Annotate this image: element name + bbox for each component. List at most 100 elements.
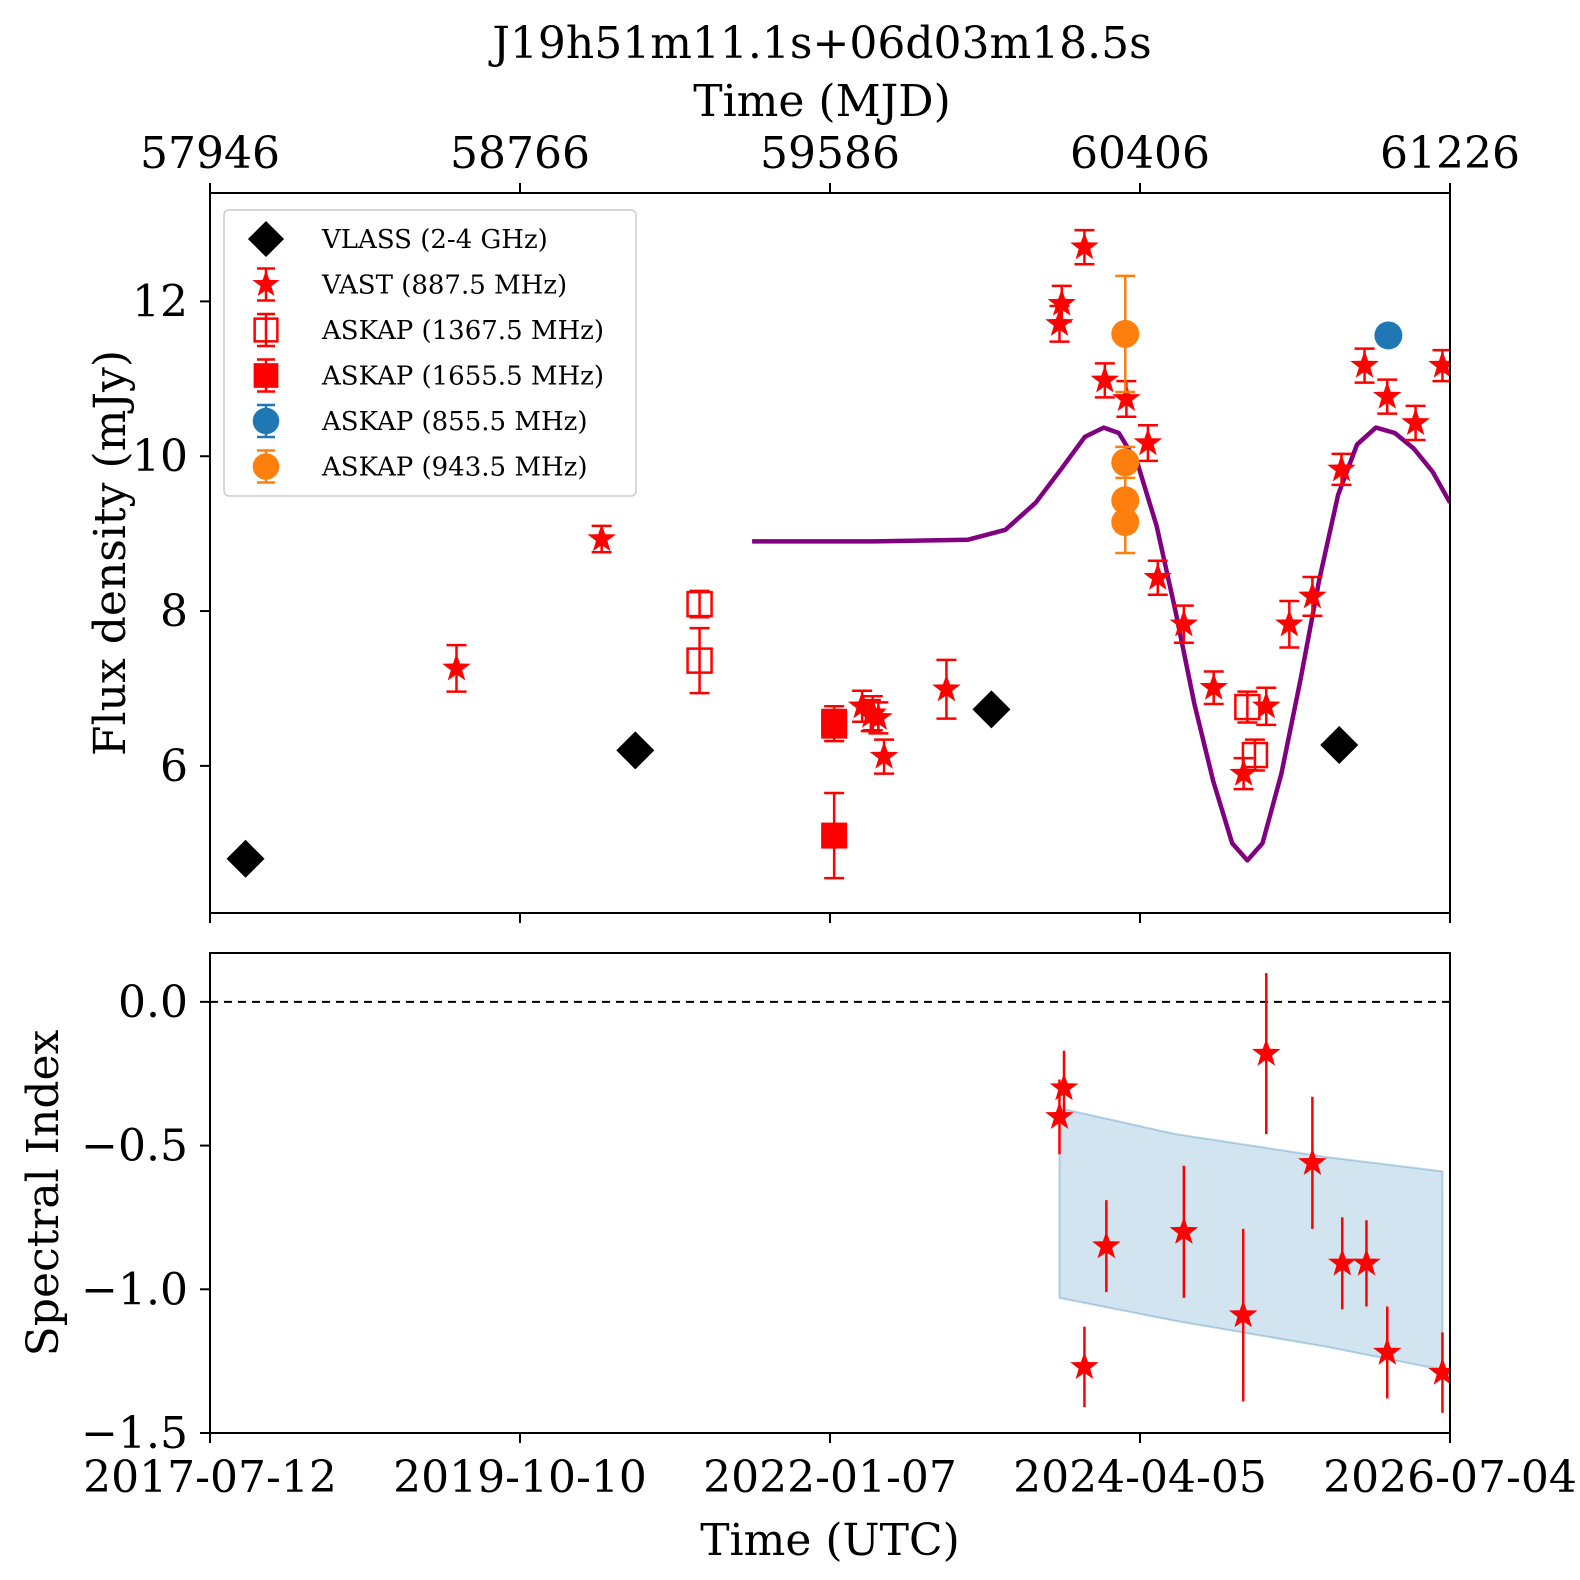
legend: VLASS (2-4 GHz) VAST (887.5 MHz) ASKAP (13… (223, 209, 637, 497)
spectral-y-tick-label-3: −1.5 (81, 1408, 188, 1459)
spectral-marker-7 (1298, 1147, 1327, 1175)
spectral-marker-1 (1049, 1073, 1079, 1101)
legend-entry-5: ASKAP (943.5 MHz) (252, 449, 587, 484)
top-x-tick-label-4: 61226 (1380, 128, 1520, 179)
marker-0-2 (972, 690, 1011, 729)
bottom-x-tick-label-0: 2017-07-12 (83, 1452, 337, 1503)
legend-label-0: VLASS (2-4 GHz) (321, 225, 548, 255)
legend-label-1: VAST (887.5 MHz) (321, 271, 567, 301)
marker-1-15 (1169, 609, 1199, 637)
marker-1-21 (1327, 454, 1356, 482)
spectral-marker-3 (1092, 1231, 1121, 1259)
marker-1-6 (869, 741, 899, 769)
legend-marker-1 (252, 270, 280, 296)
marker-1-20 (1298, 581, 1327, 609)
marker-0-1 (616, 731, 655, 770)
marker-1-2 (847, 691, 877, 719)
marker-1-7 (932, 674, 961, 702)
bottom-x-tick-label-3: 2024-04-05 (1013, 1452, 1267, 1503)
series-4 (1374, 321, 1403, 350)
marker-5-0 (1111, 319, 1140, 348)
bottom-x-tick-label-1: 2019-10-10 (393, 1452, 647, 1503)
series-1 (442, 228, 1450, 791)
spectral-series-0 (1045, 973, 1450, 1413)
legend-marker-5 (252, 453, 280, 480)
marker-1-16 (1199, 672, 1228, 700)
marker-1-23 (1373, 381, 1402, 409)
bottom-x-axis-label: Time (UTC) (700, 1515, 960, 1566)
model-curve (752, 425, 1450, 863)
legend-entry-4: ASKAP (855.5 MHz) (252, 403, 587, 439)
marker-1-25 (1428, 350, 1450, 378)
legend-entry-2: ASKAP (1367.5 MHz) (253, 312, 604, 348)
spectral-marker-11 (1428, 1357, 1450, 1385)
marker-0-3 (1320, 726, 1359, 764)
spectral-y-tick-label-0: 0.0 (118, 977, 188, 1028)
marker-1-19 (1275, 609, 1304, 637)
flux-y-tick-label-0: 6 (160, 741, 188, 792)
marker-3-1 (821, 712, 848, 739)
series-5 (1111, 274, 1140, 555)
marker-1-13 (1133, 428, 1163, 456)
top-x-tick-label-2: 59586 (760, 128, 900, 179)
marker-0-0 (226, 839, 265, 878)
legend-marker-2 (253, 317, 279, 343)
marker-2-1 (686, 647, 713, 674)
top-x-tick-label-3: 60406 (1070, 128, 1210, 179)
spectral-marker-4 (1169, 1216, 1199, 1244)
top-x-tick-label-0: 57946 (140, 128, 280, 179)
spectral-marker-9 (1352, 1248, 1381, 1276)
spectral-marker-0 (1045, 1101, 1074, 1129)
legend-entry-0: VLASS (2-4 GHz) (247, 220, 548, 258)
legend-marker-0 (247, 220, 285, 258)
spectral-marker-8 (1328, 1248, 1357, 1276)
bottom-x-tick-label-2: 2022-01-07 (703, 1452, 957, 1503)
marker-1-5 (864, 702, 893, 730)
spectral-marker-6 (1252, 1038, 1281, 1066)
series-3 (821, 705, 848, 880)
marker-2-0 (686, 590, 713, 618)
marker-4-0 (1374, 321, 1403, 350)
flux-y-axis-label: Flux density (mJy) (85, 350, 136, 756)
spectral-marker-2 (1070, 1351, 1099, 1379)
marker-1-18 (1252, 691, 1281, 719)
bottom-x-tick-label-4: 2026-07-04 (1323, 1452, 1577, 1503)
flux-density-panel: 57946 58766 59586 60406 61226 6 8 10 12 Flux den… (85, 128, 1520, 923)
marker-1-14 (1143, 562, 1172, 590)
legend-entry-3: ASKAP (1655.5 MHz) (253, 358, 604, 393)
series-2 (686, 589, 1269, 772)
marker-3-2 (821, 822, 848, 849)
spectral-y-tick-label-1: −0.5 (81, 1121, 188, 1172)
marker-1-22 (1350, 350, 1379, 378)
marker-1-17 (1229, 758, 1258, 786)
marker-1-24 (1401, 407, 1430, 436)
flux-y-tick-label-3: 12 (132, 276, 188, 327)
marker-1-0 (442, 653, 471, 681)
legend-entry-1: VAST (887.5 MHz) (252, 267, 567, 302)
legend-label-2: ASKAP (1367.5 MHz) (321, 316, 604, 346)
series-0 (226, 690, 1359, 878)
top-x-tick-label-1: 58766 (450, 128, 590, 179)
flux-y-tick-label-1: 8 (160, 586, 188, 637)
spectral-marker-10 (1373, 1337, 1402, 1365)
legend-label-4: ASKAP (855.5 MHz) (321, 407, 587, 437)
marker-1-12 (1112, 383, 1141, 412)
legend-marker-3 (253, 363, 279, 388)
spectral-y-tick-label-2: −1.0 (81, 1264, 188, 1315)
marker-2-3 (1241, 741, 1269, 769)
legend-label-5: ASKAP (943.5 MHz) (321, 453, 587, 483)
marker-1-10 (1070, 232, 1099, 260)
legend-frame (223, 209, 637, 497)
legend-marker-4 (252, 407, 280, 435)
chart-title: J19h51m11.1s+06d03m18.5s (488, 18, 1152, 69)
spectral-index-panel: 2017-07-12 2019-10-10 2022-01-07 2024-04-05… (18, 952, 1577, 1566)
marker-2-2 (1234, 693, 1261, 721)
marker-1-11 (1090, 365, 1120, 393)
marker-5-3 (1111, 508, 1140, 537)
spectral-y-axis-label: Spectral Index (18, 1029, 69, 1356)
flux-y-tick-label-2: 10 (132, 431, 188, 482)
spectral-index-band (1058, 1106, 1444, 1372)
legend-label-3: ASKAP (1655.5 MHz) (321, 362, 604, 392)
top-x-axis-label: Time (MJD) (693, 76, 950, 127)
